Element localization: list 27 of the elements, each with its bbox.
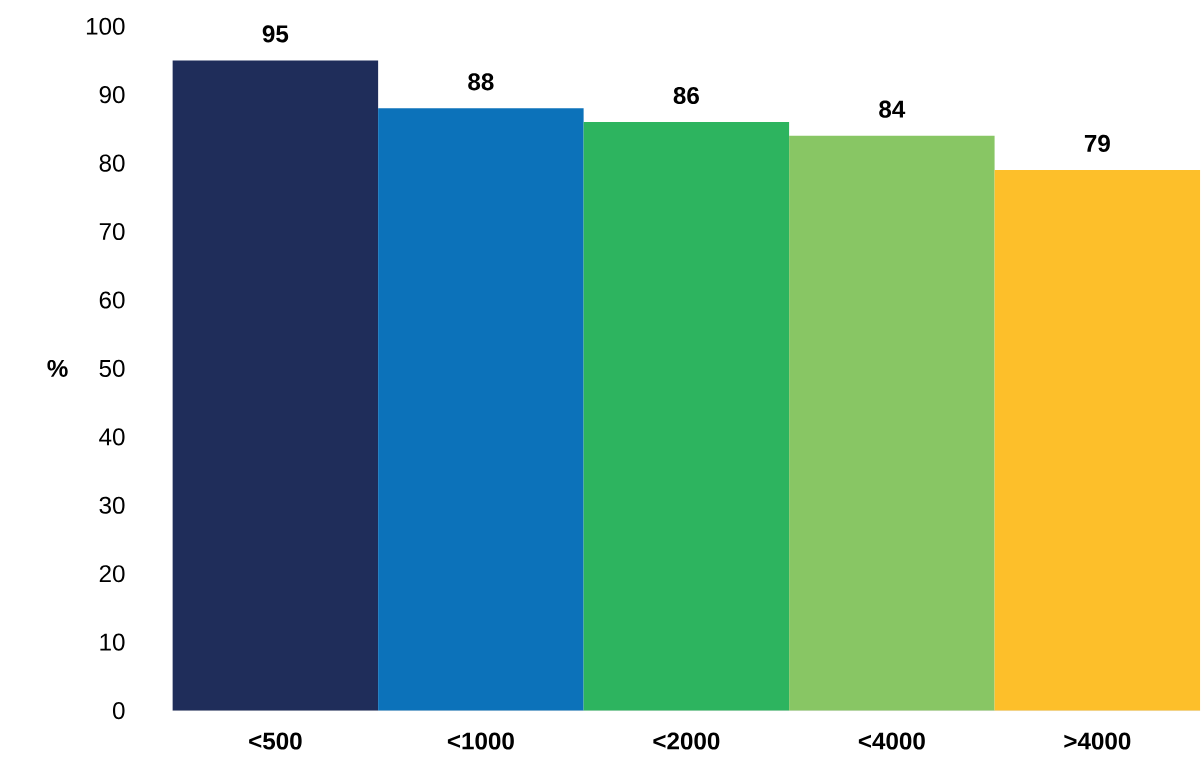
data-label: 79 xyxy=(1084,134,1110,153)
y-tick-label: 90 xyxy=(99,86,125,104)
y-tick-label: 30 xyxy=(99,496,125,514)
data-label: 88 xyxy=(468,73,494,91)
y-tick-label: 10 xyxy=(100,633,125,651)
bar xyxy=(583,122,790,711)
y-tick-label: 50 xyxy=(99,359,125,378)
y-tick-label: 80 xyxy=(99,154,125,172)
y-tick-label: 20 xyxy=(99,565,125,583)
y-tick-label: 70 xyxy=(99,223,125,241)
x-tick-label: <4000 xyxy=(858,732,925,750)
y-tick-label: 40 xyxy=(99,428,125,446)
data-label: 86 xyxy=(673,87,699,105)
bar xyxy=(789,135,995,711)
x-tick-label: <1000 xyxy=(447,732,514,750)
bar xyxy=(172,60,379,711)
bar xyxy=(378,108,584,711)
data-label: 84 xyxy=(879,100,906,118)
x-tick-label: >4000 xyxy=(1064,732,1131,750)
bar xyxy=(994,170,1201,711)
x-tick-label: <500 xyxy=(249,732,302,750)
y-tick-label: 0 xyxy=(112,702,125,720)
y-axis-title: % xyxy=(47,360,68,378)
y-tick-label: 60 xyxy=(99,291,125,309)
x-tick-label: <2000 xyxy=(653,732,720,750)
data-label: 95 xyxy=(262,25,289,43)
y-tick-label: 100 xyxy=(86,17,125,35)
